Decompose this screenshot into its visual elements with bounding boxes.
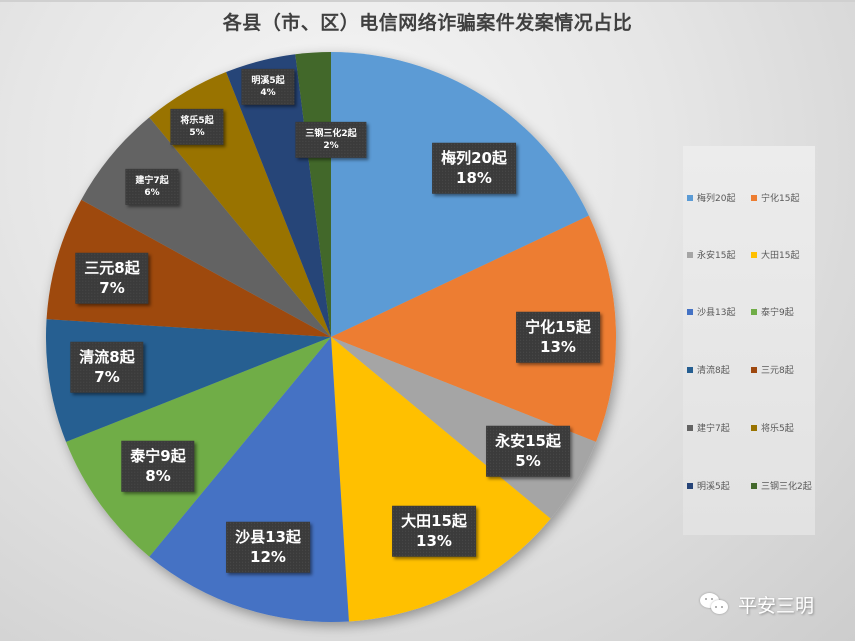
data-label-percent: 7% — [99, 279, 125, 297]
data-label: 梅列20起 18% — [432, 142, 516, 194]
legend-label: 三钢三化2起 — [761, 482, 812, 492]
data-label-name: 永安15起 — [495, 431, 561, 450]
data-label: 泰宁9起 8% — [121, 440, 195, 492]
legend-item: 梅列20起 — [687, 191, 735, 204]
legend-label: 清流8起 — [697, 366, 730, 376]
legend-swatch-icon — [751, 366, 757, 373]
data-label-percent: 13% — [416, 532, 452, 550]
legend-swatch-icon — [751, 482, 757, 489]
data-label-name: 明溪5起 — [251, 75, 285, 86]
legend-label: 建宁7起 — [697, 424, 730, 434]
legend-swatch-icon — [687, 482, 693, 489]
legend-label: 梅列20起 — [697, 194, 736, 204]
pie-slice-1 — [331, 52, 589, 337]
data-label: 三钢三化2起 2% — [295, 121, 367, 159]
data-label-name: 建宁7起 — [135, 175, 169, 186]
legend-item: 宁化15起 — [751, 191, 799, 204]
data-label-name: 三钢三化2起 — [305, 128, 357, 139]
data-label-name: 将乐5起 — [180, 115, 214, 126]
data-label-name: 宁化15起 — [525, 317, 591, 336]
data-label-percent: 5% — [515, 452, 541, 470]
data-label-name: 三元8起 — [84, 258, 140, 277]
watermark-text: 平安三明 — [738, 595, 815, 617]
data-label-name: 泰宁9起 — [130, 446, 186, 465]
legend-swatch-icon — [687, 424, 693, 431]
legend-swatch-icon — [687, 194, 693, 201]
legend-item: 三元8起 — [751, 363, 794, 376]
data-label: 宁化15起 13% — [516, 311, 600, 363]
pie-slice-11 — [226, 54, 331, 337]
watermark: 平安三明 — [700, 591, 814, 618]
data-label-percent: 2% — [323, 141, 339, 151]
data-label: 沙县13起 12% — [226, 521, 310, 573]
legend-item: 沙县13起 — [687, 305, 735, 318]
data-label-percent: 18% — [456, 169, 492, 187]
data-label-percent: 8% — [145, 467, 171, 485]
data-label-name: 大田15起 — [401, 511, 467, 530]
legend-swatch-icon — [751, 194, 757, 201]
data-label: 将乐5起 5% — [170, 108, 224, 146]
data-label-percent: 7% — [94, 368, 120, 386]
pie-slice-4 — [331, 337, 551, 622]
legend — [683, 146, 815, 535]
legend-item: 永安15起 — [687, 248, 735, 261]
legend-label: 明溪5起 — [697, 482, 730, 492]
legend-label: 将乐5起 — [761, 424, 794, 434]
data-label-percent: 12% — [250, 548, 286, 566]
data-label: 建宁7起 6% — [125, 168, 179, 206]
legend-swatch-icon — [751, 251, 757, 258]
data-label: 永安15起 5% — [486, 425, 570, 477]
legend-label: 三元8起 — [761, 366, 794, 376]
wechat-icon — [700, 592, 730, 617]
data-label: 清流8起 7% — [70, 341, 144, 393]
legend-label: 泰宁9起 — [761, 308, 794, 318]
legend-label: 沙县13起 — [697, 308, 736, 318]
legend-item: 将乐5起 — [751, 421, 794, 434]
data-label-percent: 5% — [189, 128, 205, 138]
legend-swatch-icon — [687, 308, 693, 315]
legend-item: 建宁7起 — [687, 421, 730, 434]
data-label: 三元8起 7% — [75, 252, 149, 304]
data-label-percent: 13% — [540, 338, 576, 356]
pie-slice-6 — [66, 337, 331, 557]
legend-swatch-icon — [687, 251, 693, 258]
legend-swatch-icon — [751, 424, 757, 431]
pie-slice-2 — [331, 215, 617, 442]
chart-title: 各县（市、区）电信网络诈骗案件发案情况占比 — [222, 12, 633, 34]
data-label: 大田15起 13% — [392, 505, 476, 557]
legend-label: 大田15起 — [761, 251, 800, 261]
legend-label: 永安15起 — [697, 251, 736, 261]
legend-item: 明溪5起 — [687, 479, 730, 492]
data-label: 明溪5起 4% — [241, 68, 295, 106]
data-label-name: 沙县13起 — [235, 527, 301, 546]
data-label-percent: 6% — [144, 188, 160, 198]
data-label-name: 梅列20起 — [441, 148, 507, 167]
data-label-name: 清流8起 — [79, 347, 135, 366]
legend-item: 清流8起 — [687, 363, 730, 376]
legend-item: 泰宁9起 — [751, 305, 794, 318]
legend-item: 大田15起 — [751, 248, 799, 261]
legend-item: 三钢三化2起 — [751, 479, 812, 492]
legend-swatch-icon — [687, 366, 693, 373]
legend-label: 宁化15起 — [761, 194, 800, 204]
legend-swatch-icon — [751, 308, 757, 315]
data-label-percent: 4% — [260, 88, 276, 98]
